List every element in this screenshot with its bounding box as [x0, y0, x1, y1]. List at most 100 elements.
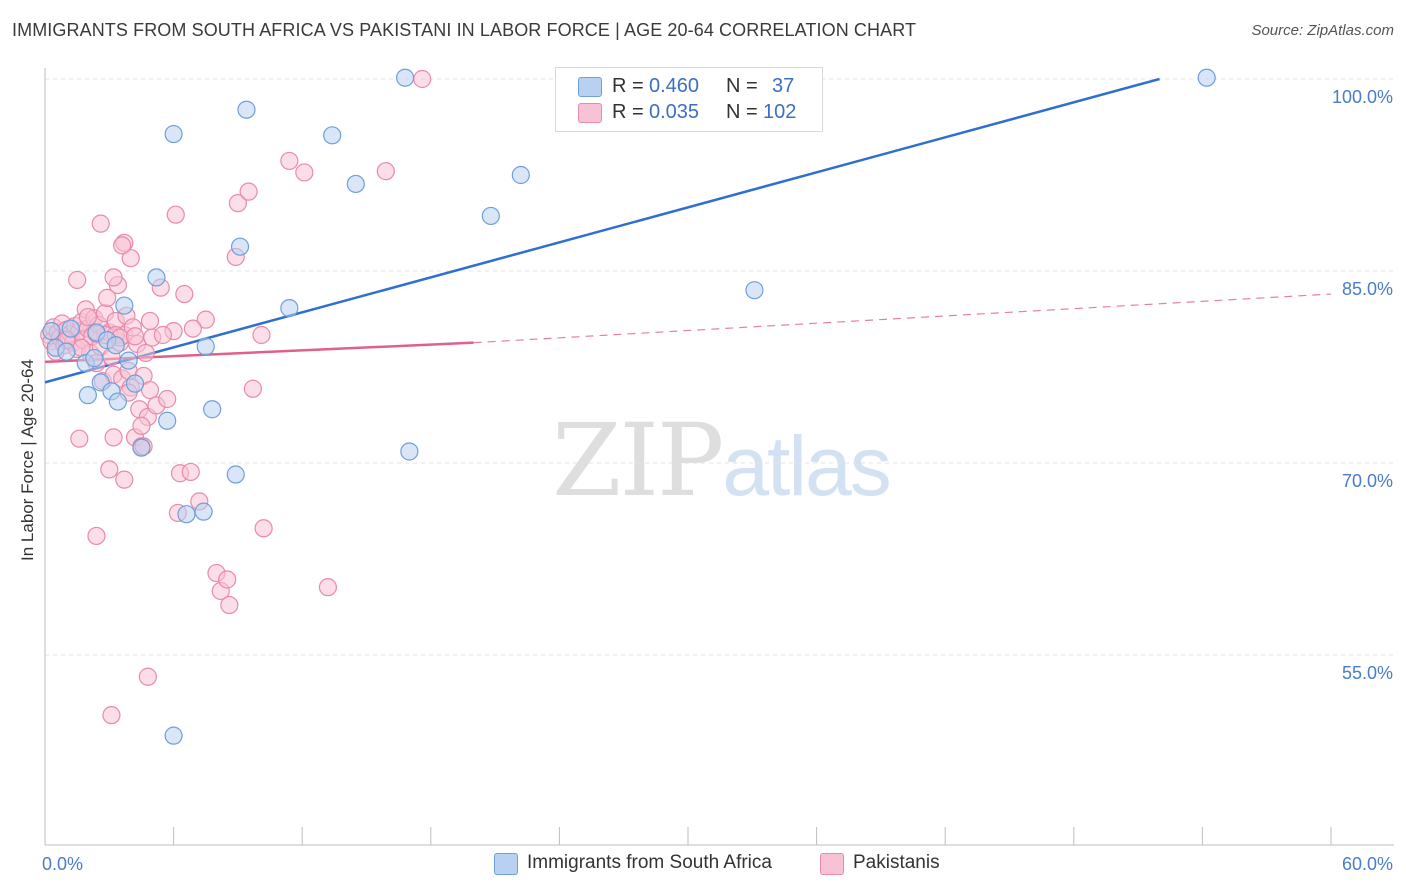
point-south-africa — [177, 505, 196, 524]
point-south-africa — [196, 337, 215, 356]
point-south-africa — [147, 268, 166, 287]
point-pakistani — [243, 379, 263, 398]
n-label: N = — [726, 75, 758, 97]
point-south-africa — [57, 342, 76, 361]
point-pakistani — [113, 236, 132, 255]
point-south-africa — [158, 411, 177, 430]
point-pakistani — [91, 214, 110, 233]
point-south-africa — [400, 442, 419, 461]
point-south-africa — [237, 100, 256, 119]
legend-item-south-africa: Immigrants from South Africa — [494, 852, 814, 876]
legend-swatch-blue — [494, 853, 518, 875]
point-south-africa — [395, 68, 415, 87]
axes — [44, 68, 1394, 846]
point-pakistani — [140, 311, 160, 331]
point-pakistani — [318, 578, 338, 597]
point-pakistani — [254, 519, 273, 538]
x-tick-label: 60.0% — [1342, 854, 1393, 874]
point-south-africa — [108, 392, 127, 411]
point-pakistani — [100, 460, 119, 479]
point-south-africa — [230, 237, 250, 256]
point-pakistani — [102, 706, 121, 725]
point-south-africa — [164, 726, 183, 745]
stats-legend: R = 0.460 N = 37 R = 0.035 N = 102 — [555, 67, 823, 132]
point-pakistani — [175, 284, 194, 304]
point-pakistani — [132, 416, 151, 435]
point-pakistani — [78, 307, 97, 327]
point-pakistani — [87, 526, 106, 546]
chart-title: IMMIGRANTS FROM SOUTH AFRICA VS PAKISTAN… — [12, 20, 917, 40]
point-pakistani — [140, 380, 160, 400]
point-pakistani — [158, 389, 177, 409]
legend-swatch-pink — [820, 853, 844, 875]
watermark: ZIPatlas — [552, 402, 892, 519]
point-south-africa — [85, 348, 104, 368]
n-value: 102 — [763, 101, 797, 123]
tick-labels: 55.0% 70.0% 85.0% 100.0% 0.0% 60.0% — [42, 87, 1393, 874]
point-pakistani — [68, 270, 87, 290]
point-pakistani — [166, 205, 185, 224]
point-pakistani — [376, 162, 395, 181]
point-south-africa — [194, 502, 213, 521]
point-south-africa — [481, 206, 500, 226]
point-pakistani — [104, 268, 123, 287]
source-credit: Source: ZipAtlas.com — [1251, 22, 1394, 39]
point-south-africa — [115, 296, 134, 315]
point-pakistani — [153, 325, 172, 345]
point-south-africa — [323, 126, 342, 145]
x-tick-label: 0.0% — [42, 854, 83, 874]
point-pakistani — [252, 325, 271, 345]
r-label: R = — [612, 75, 644, 97]
n-value: 37 — [772, 75, 795, 97]
point-pakistani — [115, 470, 134, 489]
y-tick-label: 55.0% — [1342, 663, 1393, 683]
point-south-africa — [346, 174, 365, 194]
legend-label: Pakistanis — [853, 852, 940, 873]
trendline-south-africa — [44, 77, 1160, 384]
point-pakistani — [138, 667, 157, 686]
legend-label: Immigrants from South Africa — [527, 852, 772, 873]
point-pakistani — [104, 428, 123, 447]
r-value: 0.035 — [649, 101, 700, 123]
point-pakistani — [220, 595, 239, 615]
point-south-africa — [132, 438, 151, 457]
point-pakistani — [70, 429, 89, 448]
y-tick-label: 70.0% — [1342, 471, 1393, 491]
point-pakistani — [181, 462, 200, 482]
point-south-africa — [125, 374, 145, 393]
watermark-zip: ZIP — [552, 402, 724, 519]
point-south-africa — [42, 322, 61, 341]
point-south-africa — [511, 165, 530, 185]
point-south-africa — [203, 400, 222, 419]
point-pakistani — [280, 151, 299, 171]
point-pakistani — [183, 319, 202, 338]
point-south-africa — [106, 336, 125, 355]
legend-item-pakistanis: Pakistanis — [820, 852, 980, 876]
point-south-africa — [226, 465, 245, 484]
point-pakistani — [125, 327, 145, 346]
r-value: 0.460 — [649, 75, 700, 97]
point-south-africa — [745, 281, 764, 300]
point-pakistani — [136, 343, 155, 363]
point-south-africa — [1197, 68, 1216, 87]
point-south-africa — [78, 386, 97, 405]
point-pakistani — [98, 288, 117, 307]
point-pakistani — [239, 182, 258, 201]
point-south-africa — [280, 299, 299, 318]
data-points — [40, 68, 1216, 745]
point-pakistani — [413, 69, 432, 89]
legend-swatch-blue — [578, 77, 602, 97]
point-pakistani — [218, 570, 237, 589]
legend-swatch-pink — [578, 103, 602, 123]
y-tick-label: 100.0% — [1332, 87, 1393, 107]
n-label: N = — [726, 101, 758, 123]
point-pakistani — [121, 249, 140, 268]
point-pakistani — [295, 163, 314, 182]
point-south-africa — [119, 351, 138, 370]
y-tick-label: 85.0% — [1342, 279, 1393, 299]
point-pakistani — [196, 310, 215, 329]
watermark-atlas: atlas — [722, 419, 891, 513]
point-pakistani — [228, 194, 247, 213]
point-south-africa — [61, 319, 80, 338]
